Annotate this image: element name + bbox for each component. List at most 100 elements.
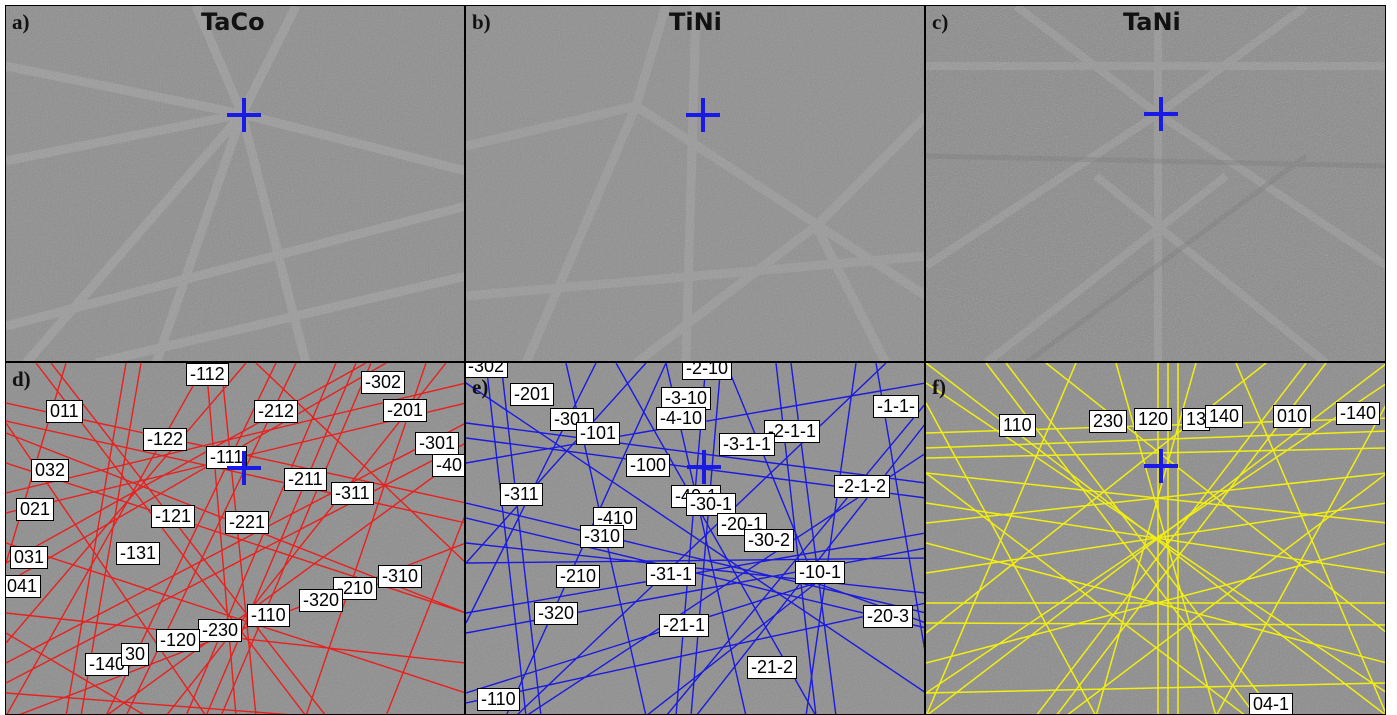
kikuchi-band-line <box>6 423 464 664</box>
band-label: -302 <box>466 363 509 378</box>
kikuchi-band-line <box>1235 363 1385 714</box>
panel-letter-d: d) <box>12 367 31 391</box>
kikuchi-band-line <box>485 363 527 714</box>
band-label: -21-1 <box>659 614 710 637</box>
band-label: 010 <box>1273 405 1312 428</box>
band-label: -111 <box>206 446 248 469</box>
band-label: -112 <box>186 363 229 386</box>
band-label: 120 <box>1134 408 1173 431</box>
kikuchi-band-line <box>805 363 857 714</box>
band-label: -211 <box>284 468 327 491</box>
kikuchi-band-line <box>6 692 290 714</box>
kikuchi-band-line <box>926 472 1245 714</box>
kikuchi-band-line <box>6 462 464 614</box>
kikuchi-band-line <box>926 622 1385 626</box>
band-label: -4-10 <box>656 407 707 430</box>
band-label: -30-2 <box>744 529 795 552</box>
panel-e: e) -302 -2-10 -201 -3-10 -1-1- -301 -4-1… <box>465 362 925 715</box>
band-label: -2-10 <box>682 363 733 380</box>
band-label: -221 <box>225 511 270 534</box>
kikuchi-band-line <box>926 682 1385 694</box>
band-label: -301 <box>415 432 460 455</box>
kikuchi-pattern-image <box>6 6 464 361</box>
band-label: -1-1- <box>873 395 920 418</box>
band-label: 140 <box>1205 405 1244 428</box>
band-label: -110 <box>477 688 520 711</box>
band-label: 041 <box>6 575 42 598</box>
kikuchi-band-line <box>926 447 1385 459</box>
band-label: -110 <box>247 604 290 627</box>
kikuchi-band-line <box>386 516 464 714</box>
panel-letter-e: e) <box>472 375 489 399</box>
band-label: 031 <box>10 546 49 569</box>
kikuchi-band-line <box>725 363 817 584</box>
band-label: -311 <box>331 482 374 505</box>
kikuchi-band-line <box>6 363 367 564</box>
kikuchi-band-line <box>1216 405 1385 714</box>
panel-letter-f: f) <box>932 375 946 399</box>
kikuchi-band-line <box>255 363 464 563</box>
kikuchi-band-line <box>186 363 337 714</box>
kikuchi-band-line <box>1067 473 1385 714</box>
kikuchi-band-line <box>6 632 144 714</box>
kikuchi-band-line <box>466 363 647 564</box>
panel-title-c: TaNi <box>1123 8 1181 36</box>
kikuchi-band-line <box>466 602 924 704</box>
band-label: -311 <box>500 483 543 506</box>
kikuchi-band-line <box>666 404 924 714</box>
band-label: -320 <box>534 602 579 625</box>
pattern-center-cross-icon <box>227 451 261 485</box>
band-label: -21-2 <box>747 656 798 679</box>
band-label: -230 <box>198 619 243 642</box>
pattern-center-cross-icon <box>687 450 721 484</box>
kikuchi-band-line <box>466 422 924 484</box>
pattern-center-cross-icon <box>1144 449 1178 483</box>
panel-c: c) TaNi <box>925 5 1386 362</box>
band-label: 110 <box>999 414 1036 437</box>
pattern-center-cross-icon <box>227 98 261 132</box>
kikuchi-band-line <box>875 363 924 650</box>
kikuchi-band-line <box>466 382 924 693</box>
kikuchi-band-line <box>1045 363 1385 633</box>
band-label: -10-1 <box>795 561 846 584</box>
band-label: 13 <box>1182 408 1211 431</box>
kikuchi-band-line <box>221 363 372 714</box>
kikuchi-pattern-image <box>466 6 924 361</box>
band-label: -302 <box>361 371 406 394</box>
band-label: -140 <box>85 653 130 676</box>
panel-b: b) TiNi <box>465 5 925 362</box>
band-label: 30 <box>121 643 150 666</box>
band-label: -121 <box>151 505 196 528</box>
panel-a: a) TaCo <box>5 5 465 362</box>
panel-f: f) 110 230 120 13 140 010 -140 04-1 <box>925 362 1386 715</box>
panel-title-a: TaCo <box>201 8 265 36</box>
band-label: -310 <box>378 565 423 588</box>
band-label: -122 <box>143 428 188 451</box>
band-label: -101 <box>576 422 621 445</box>
kikuchi-band-line <box>926 363 1077 714</box>
band-label: -320 <box>299 589 344 612</box>
indexed-pattern-image <box>466 363 924 714</box>
band-label: -31-1 <box>646 563 697 586</box>
panel-d: d) -112 -302 011 -212 -201 -122 -301 -11… <box>5 362 465 715</box>
panel-letter-c: c) <box>932 10 949 34</box>
kikuchi-band-line <box>6 542 464 694</box>
kikuchi-band-line <box>6 363 387 584</box>
band-label: -20-3 <box>863 605 914 628</box>
band-label: 230 <box>1089 410 1128 433</box>
band-label: -40 <box>432 454 464 477</box>
band-label: 04-1 <box>1249 693 1294 714</box>
band-label: 032 <box>31 459 70 482</box>
kikuchi-pattern-image <box>926 6 1385 361</box>
kikuchi-band-line <box>50 363 326 714</box>
kikuchi-band-line <box>1095 363 1197 714</box>
band-label: -3-1-1 <box>719 433 776 456</box>
kikuchi-band-line <box>500 363 542 714</box>
band-label: -2-1-1 <box>764 420 821 443</box>
panel-letter-b: b) <box>472 10 491 34</box>
band-label: -30-1 <box>686 493 737 516</box>
band-label: -212 <box>254 400 299 423</box>
band-label: -201 <box>383 399 428 422</box>
kikuchi-band-line <box>6 443 464 684</box>
